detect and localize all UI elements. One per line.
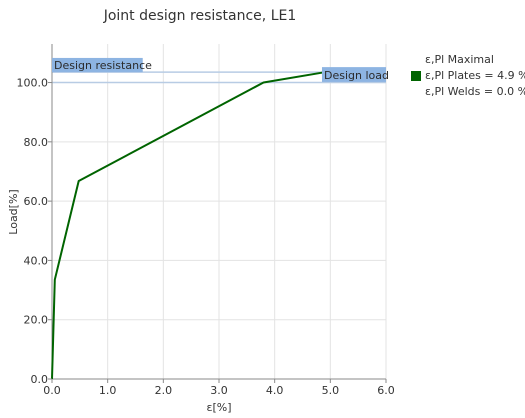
legend-item-label: ε,Pl Plates = 4.9 % bbox=[425, 69, 525, 82]
tick-labels: 0.0 1.0 2.0 3.0 4.0 5.0 6.0 0.0 20.0 40.0 60.0 80.0… bbox=[17, 77, 395, 397]
annotations: Design resistance Design load bbox=[52, 57, 389, 82]
annotation-label: Design load bbox=[324, 69, 389, 82]
y-tick-label: 0.0 bbox=[31, 373, 49, 386]
annotation-box bbox=[52, 57, 143, 73]
annotation-label: Design resistance bbox=[54, 59, 152, 72]
legend-header-row: ε,Pl Maximal bbox=[411, 52, 525, 68]
legend-item-label: ε,Pl Welds = 0.0 % bbox=[425, 85, 525, 98]
x-tick-label: 0.0 bbox=[43, 384, 61, 397]
y-axis-title: Load[%] bbox=[7, 189, 20, 234]
series bbox=[51, 71, 325, 380]
y-tick-label: 60.0 bbox=[24, 195, 49, 208]
x-tick-label: 4.0 bbox=[266, 384, 284, 397]
x-tick-label: 1.0 bbox=[99, 384, 117, 397]
legend-swatch-plates bbox=[411, 71, 421, 81]
y-tick-label: 80.0 bbox=[24, 136, 49, 149]
grid bbox=[51, 44, 387, 380]
x-tick-label: 6.0 bbox=[377, 384, 395, 397]
legend-header: ε,Pl Maximal bbox=[425, 53, 494, 66]
series-line bbox=[51, 71, 325, 380]
y-tick-label: 100.0 bbox=[17, 77, 49, 90]
annotation-box bbox=[321, 67, 386, 82]
legend-item-plates[interactable]: ε,Pl Plates = 4.9 % bbox=[411, 68, 525, 84]
y-tick-label: 40.0 bbox=[24, 254, 49, 267]
x-axis-title: ε[%] bbox=[207, 401, 232, 414]
chart-title: Joint design resistance, LE1 bbox=[103, 8, 297, 24]
legend: ε,Pl Maximal ε,Pl Plates = 4.9 % ε,Pl We… bbox=[411, 52, 525, 100]
legend-item-welds[interactable]: ε,Pl Welds = 0.0 % bbox=[411, 84, 525, 100]
x-tick-label: 2.0 bbox=[155, 384, 173, 397]
x-tick-label: 3.0 bbox=[210, 384, 228, 397]
y-tick-label: 20.0 bbox=[24, 314, 49, 327]
x-tick-label: 5.0 bbox=[322, 384, 340, 397]
